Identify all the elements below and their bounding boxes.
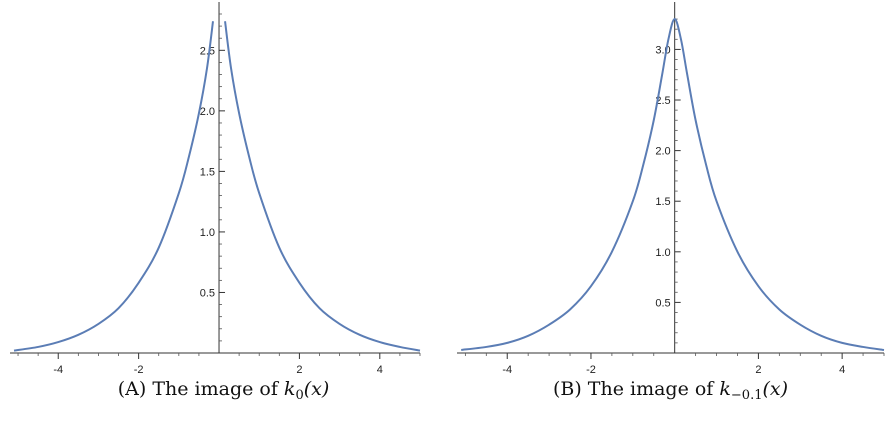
caption-label: (B) — [552, 378, 582, 400]
x-tick-label: -2 — [134, 364, 144, 376]
y-tick-label: 0.5 — [655, 297, 670, 309]
y-tick-label: 1.0 — [200, 227, 215, 239]
y-tick-label: 0.5 — [200, 287, 215, 299]
caption-prefix: The image of — [587, 378, 714, 400]
caption-label: (A) — [117, 378, 147, 400]
y-tick-label: 2.0 — [655, 146, 670, 158]
caption-argument: (x) — [762, 378, 789, 400]
y-tick-label: 1.5 — [655, 196, 670, 208]
caption-a: (A) The image of k0(x) — [0, 378, 447, 403]
chart-b: -4 -2 2 4 0.5 1.0 1.5 2.0 2.5 3.0 — [457, 2, 885, 376]
y-tick-label: 2.5 — [655, 95, 670, 107]
x-tick-label: -2 — [586, 364, 596, 376]
y-tick-label: 2.5 — [200, 45, 215, 57]
x-tick-label: 4 — [839, 364, 845, 376]
caption-prefix: The image of — [152, 378, 278, 400]
y-tick-label: 1.0 — [655, 247, 670, 259]
x-tick-label: 2 — [755, 364, 761, 376]
plot-panel-b: -4 -2 2 4 0.5 1.0 1.5 2.0 2.5 3.0 (B) The image o… — [447, 0, 894, 431]
chart-a: -4 -2 2 4 0.5 1.0 1.5 2.0 2.5 — [10, 2, 421, 376]
x-tick-label: -4 — [53, 364, 63, 376]
caption-function: k — [283, 378, 296, 400]
x-tick-label: 2 — [296, 364, 302, 376]
caption-argument: (x) — [303, 378, 330, 400]
y-tick-label: 1.5 — [200, 166, 215, 178]
x-tick-label: 4 — [377, 364, 383, 376]
series-line — [461, 18, 885, 351]
caption-b: (B) The image of k−0.1(x) — [447, 378, 894, 403]
x-tick-label: -4 — [502, 364, 512, 376]
caption-subscript: −0.1 — [730, 388, 763, 403]
y-tick-label: 3.0 — [655, 44, 670, 56]
plot-panel-a: -4 -2 2 4 0.5 1.0 1.5 2.0 2.5 (A) The image of k… — [0, 2, 447, 403]
series-line — [224, 21, 421, 352]
caption-function: k — [719, 378, 731, 400]
series-line — [13, 21, 214, 352]
caption-subscript: 0 — [295, 388, 304, 403]
y-tick-label: 2.0 — [200, 106, 215, 118]
